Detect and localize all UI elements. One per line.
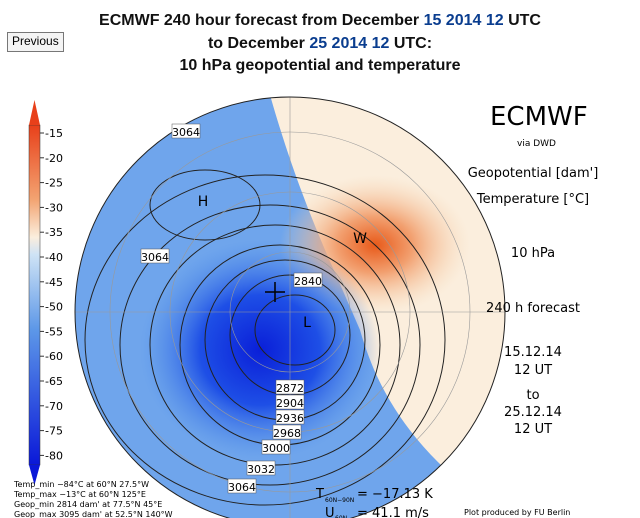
contour-label-box [246, 460, 276, 476]
legend-line: 240 h forecast [486, 301, 580, 316]
title-part: ECMWF 240 hour forecast from December [99, 12, 424, 29]
colorbar-label: -35 [45, 226, 63, 239]
stat-value: = 41.1 m/s [357, 506, 429, 518]
contour-label-box [171, 123, 201, 139]
colorbar-label: -50 [45, 301, 63, 314]
colorbar-label: -30 [45, 201, 63, 214]
contour-label-box [140, 248, 170, 264]
contour-label: 2936 [276, 412, 304, 425]
title-part: to December [207, 35, 310, 52]
stat-sub: 60N [335, 515, 347, 518]
contour-label: 2968 [273, 427, 301, 440]
colorbar-label: -20 [45, 152, 63, 165]
stat-line: Geop_min 2814 dam' at 77.5°N 45°E [14, 500, 162, 509]
legend-line: 10 hPa [511, 246, 555, 261]
contour-label: 2904 [276, 397, 304, 410]
contour-label: 2840 [294, 275, 322, 288]
colorbar-label: -45 [45, 276, 63, 289]
contour-label: 3064 [228, 481, 256, 494]
colorbar-label: -40 [45, 251, 63, 264]
map-symbol: L [303, 315, 311, 331]
colorbar-tip [29, 465, 40, 485]
title-line: to December 25 2014 12 UTC: [0, 35, 640, 53]
contour-label-box [227, 478, 257, 494]
stat-line: Geop_max 3095 dam' at 52.5°N 140°W [14, 510, 173, 518]
stat-line: Temp_min −84°C at 60°N 27.5°W [13, 480, 149, 489]
contour-label-box [293, 272, 323, 288]
colorbar-label: -65 [45, 375, 63, 388]
map-symbol: H [198, 194, 209, 210]
contour-label-box [272, 424, 302, 440]
map-disc [75, 97, 505, 518]
legend-line: 25.12.14 [504, 405, 562, 420]
title-part: 10 hPa geopotential and temperature [179, 57, 461, 74]
colorbar [28, 124, 41, 466]
legend-line: 12 UT [514, 363, 552, 378]
colorbar-label: -15 [45, 127, 63, 140]
contour-label-box [275, 394, 305, 410]
legend-line: Temperature [°C] [476, 192, 589, 207]
brand: ECMWF [490, 102, 588, 132]
stat-symbol: T [315, 487, 324, 502]
colorbar-label: -25 [45, 177, 63, 190]
contour-label: 3064 [172, 126, 200, 139]
title-part: UTC [503, 12, 541, 29]
legend-line: 12 UT [514, 422, 552, 437]
colorbar-label: -70 [45, 400, 63, 413]
stat-value: = −17.13 K [357, 487, 433, 502]
colorbar-tip [29, 100, 40, 125]
previous-button[interactable]: Previous [7, 32, 64, 52]
legend-line: 15.12.14 [504, 345, 562, 360]
stat-line: Temp_max −13°C at 60°N 125°E [13, 490, 146, 499]
title-line: 10 hPa geopotential and temperature [0, 57, 640, 75]
map-symbol: W [353, 231, 367, 247]
stat-symbol: U [325, 506, 335, 518]
contour-label: 2872 [276, 382, 304, 395]
contour-label-box [275, 409, 305, 425]
title-part: 25 2014 12 [309, 35, 390, 52]
legend-line: to [526, 388, 539, 403]
colorbar-label: -55 [45, 325, 63, 338]
stat-sub: 60N−90N [325, 497, 354, 504]
colorbar-label: -60 [45, 350, 63, 363]
contour-label-box [261, 439, 291, 455]
legend-line: Geopotential [dam'] [468, 166, 599, 181]
credit: Plot produced by FU Berlin [464, 508, 570, 517]
colorbar-label: -75 [45, 425, 63, 438]
title-line: ECMWF 240 hour forecast from December 15… [0, 12, 640, 30]
title-part: UTC: [389, 35, 433, 52]
contour-label: 3032 [247, 463, 275, 476]
colorbar-label: -80 [45, 449, 63, 462]
contour-label: 3064 [141, 251, 169, 264]
contour-label-box [275, 379, 305, 395]
contour-label: 3000 [262, 442, 290, 455]
source: via DWD [517, 139, 556, 149]
title-part: 15 2014 12 [423, 12, 504, 29]
map-border [74, 96, 506, 518]
